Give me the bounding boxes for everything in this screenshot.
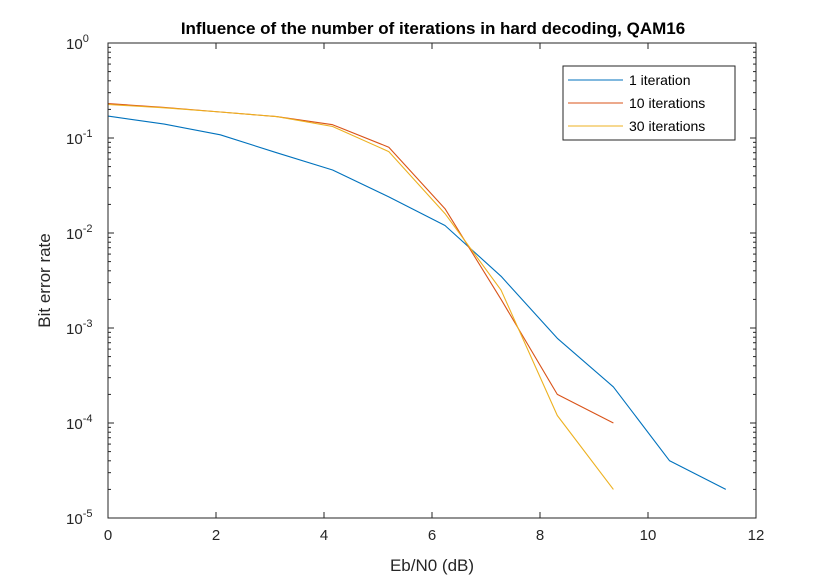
series-layer — [107, 103, 727, 490]
y-tick-label: 10-4 — [66, 413, 92, 433]
x-tick-label: 12 — [748, 527, 765, 544]
legend-label-3: 30 iterations — [629, 118, 705, 134]
y-tick-label: 10-3 — [66, 318, 92, 338]
legend: 1 iteration 10 iterations 30 iterations — [562, 65, 736, 141]
legend-label-1: 1 iteration — [629, 72, 690, 88]
x-tick-label: 6 — [428, 527, 436, 544]
x-tick-label: 8 — [536, 527, 544, 544]
series-line-1 — [107, 115, 727, 490]
y-tick-label: 100 — [66, 33, 89, 53]
y-tick-label: 10-2 — [66, 223, 92, 243]
series-line-3 — [107, 103, 614, 490]
y-tick-label: 10-1 — [66, 128, 92, 148]
x-tick-label: 10 — [640, 527, 657, 544]
x-tick-label: 0 — [104, 527, 112, 544]
ticks-layer: 0 2 4 6 8 10 12 10-5 10-4 10-3 10-2 10-1 100 — [66, 33, 764, 544]
x-tick-label: 4 — [320, 527, 328, 544]
x-axis-label: Eb/N0 (dB) — [390, 556, 474, 575]
x-tick-label: 2 — [212, 527, 220, 544]
y-axis-label: Bit error rate — [35, 233, 54, 327]
chart-title: Influence of the number of iterations in… — [181, 19, 685, 38]
y-tick-label: 10-5 — [66, 508, 92, 528]
legend-label-2: 10 iterations — [629, 95, 705, 111]
